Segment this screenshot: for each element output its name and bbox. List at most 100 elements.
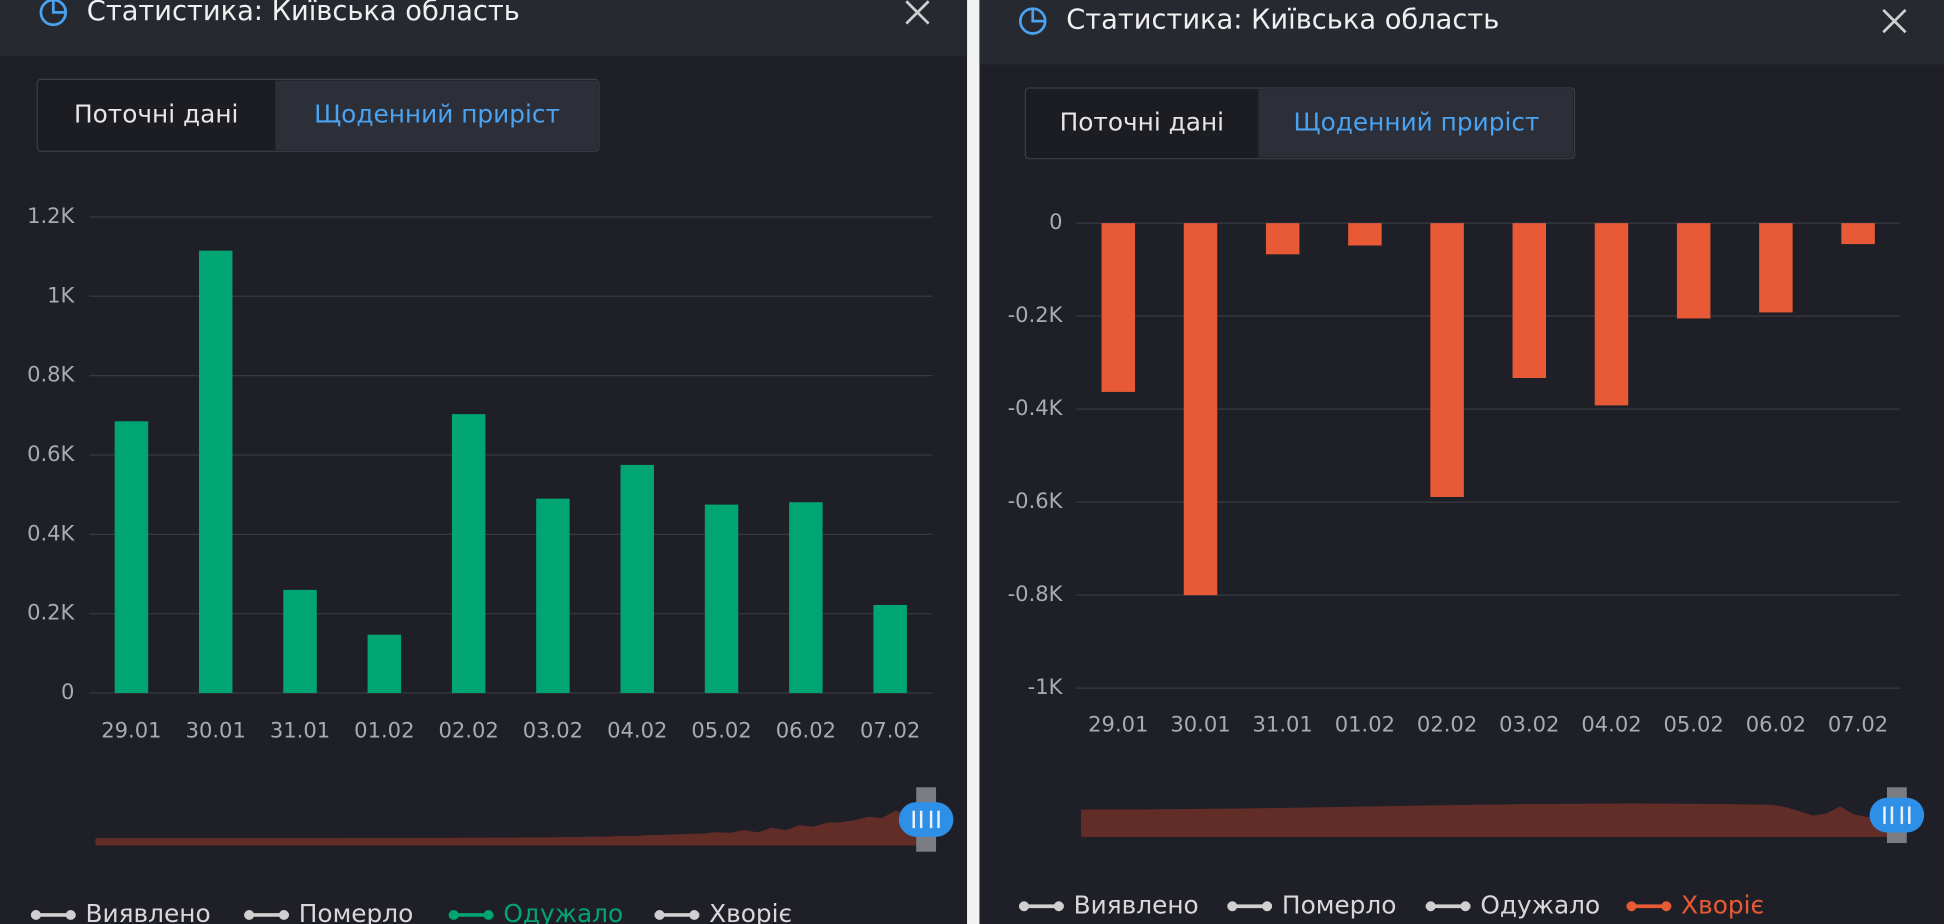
minimap-area bbox=[95, 803, 924, 846]
tab[interactable]: Щоденний приріст bbox=[314, 99, 560, 128]
bar bbox=[1183, 223, 1218, 596]
minimap-handle-grip bbox=[912, 810, 940, 829]
x-tick-label: 04.02 bbox=[1581, 711, 1641, 736]
x-tick-label: 01.02 bbox=[354, 717, 414, 742]
x-tick-label: 05.02 bbox=[1664, 711, 1724, 736]
minimap-area bbox=[1081, 803, 1895, 837]
minimap-handle[interactable] bbox=[1869, 797, 1925, 833]
close-button[interactable] bbox=[905, 0, 930, 25]
bar bbox=[1101, 223, 1136, 392]
bar bbox=[1676, 223, 1711, 319]
tab-active-bg bbox=[1258, 89, 1574, 158]
bar bbox=[873, 604, 907, 694]
bar bbox=[1594, 223, 1629, 406]
x-tick-label: 02.02 bbox=[1417, 711, 1477, 736]
bar bbox=[1265, 223, 1300, 255]
close-button[interactable] bbox=[1882, 8, 1907, 34]
legend-dot bbox=[1626, 901, 1637, 912]
bar bbox=[789, 502, 823, 694]
bar bbox=[1841, 223, 1875, 245]
y-tick-label: 0 bbox=[61, 679, 74, 704]
separator bbox=[967, 0, 980, 924]
tab[interactable]: Поточні дані bbox=[1060, 107, 1224, 136]
x-tick-label: 03.02 bbox=[523, 717, 583, 742]
x-tick-label: 30.01 bbox=[186, 717, 246, 742]
legend-dot bbox=[1460, 901, 1471, 912]
tab[interactable]: Щоденний приріст bbox=[1294, 107, 1540, 136]
x-tick-label: 01.02 bbox=[1335, 711, 1395, 736]
legend-item[interactable]: Виявлено bbox=[1074, 890, 1199, 919]
legend-item[interactable]: Одужало bbox=[1480, 890, 1600, 919]
stats-icon-slice bbox=[51, 0, 66, 14]
x-tick-label: 07.02 bbox=[860, 717, 920, 742]
legend-dot bbox=[30, 909, 41, 920]
bar bbox=[114, 421, 149, 694]
x-tick-label: 29.01 bbox=[1088, 711, 1148, 736]
legend-dot bbox=[65, 909, 76, 920]
y-tick-label: 0 bbox=[1049, 209, 1062, 234]
tab-active-bg bbox=[275, 80, 598, 151]
bar bbox=[451, 414, 486, 694]
bar bbox=[704, 504, 739, 694]
bar bbox=[1430, 223, 1464, 497]
y-tick-label: 1K bbox=[47, 282, 75, 307]
y-tick-label: 0.4K bbox=[27, 520, 75, 545]
panel-title: Статистика: Київська область bbox=[87, 0, 520, 27]
legend-dot bbox=[483, 909, 494, 920]
legend-item[interactable]: Одужало bbox=[503, 899, 623, 924]
legend-item[interactable]: Померло bbox=[1282, 890, 1396, 919]
bar bbox=[1348, 223, 1382, 246]
x-tick-label: 07.02 bbox=[1828, 711, 1888, 736]
x-tick-label: 06.02 bbox=[776, 717, 836, 742]
bar bbox=[536, 498, 570, 694]
legend-item[interactable]: Хворіє bbox=[709, 899, 792, 924]
legend-dot bbox=[1019, 901, 1030, 912]
bar bbox=[620, 464, 654, 694]
y-tick-label: -0.6K bbox=[1008, 488, 1064, 513]
legend-dot bbox=[654, 909, 665, 920]
x-tick-label: 02.02 bbox=[438, 717, 498, 742]
legend-dot bbox=[1262, 901, 1273, 912]
x-tick-label: 06.02 bbox=[1746, 711, 1806, 736]
x-tick-label: 31.01 bbox=[1253, 711, 1313, 736]
bar bbox=[1512, 223, 1547, 378]
stats-icon-slice bbox=[1031, 8, 1046, 23]
y-tick-label: 0.2K bbox=[27, 600, 75, 625]
legend-dot bbox=[278, 909, 289, 920]
legend-dot bbox=[1227, 901, 1238, 912]
bar bbox=[283, 589, 317, 694]
minimap-handle-grip bbox=[1883, 806, 1911, 824]
legend-dot bbox=[689, 909, 700, 920]
tab[interactable]: Поточні дані bbox=[74, 99, 238, 128]
y-tick-label: 0.8K bbox=[27, 362, 75, 387]
bar bbox=[1759, 223, 1793, 313]
y-tick-label: 1.2K bbox=[27, 203, 75, 228]
y-tick-label: -1K bbox=[1028, 674, 1064, 699]
minimap-handle[interactable] bbox=[898, 802, 954, 837]
legend-dot bbox=[448, 909, 459, 920]
x-tick-label: 04.02 bbox=[607, 717, 667, 742]
panel-title: Статистика: Київська область bbox=[1066, 5, 1499, 36]
legend-dot bbox=[1425, 901, 1436, 912]
x-tick-label: 30.01 bbox=[1170, 711, 1230, 736]
legend-dot bbox=[1661, 901, 1672, 912]
y-tick-label: 0.6K bbox=[27, 441, 75, 466]
legend-dot bbox=[244, 909, 255, 920]
panel-header bbox=[0, 0, 968, 56]
x-tick-label: 05.02 bbox=[691, 717, 751, 742]
panel-header bbox=[979, 0, 1944, 65]
x-tick-label: 31.01 bbox=[270, 717, 330, 742]
x-tick-label: 03.02 bbox=[1499, 711, 1559, 736]
legend-dot bbox=[1053, 901, 1064, 912]
y-tick-label: -0.2K bbox=[1008, 302, 1064, 327]
legend-item[interactable]: Хворіє bbox=[1681, 890, 1764, 919]
legend-item[interactable]: Померло bbox=[299, 899, 413, 924]
legend-item[interactable]: Виявлено bbox=[86, 899, 211, 924]
y-tick-label: -0.4K bbox=[1008, 395, 1064, 420]
y-tick-label: -0.8K bbox=[1008, 581, 1064, 606]
bar bbox=[198, 250, 233, 694]
bar bbox=[367, 634, 402, 694]
x-tick-label: 29.01 bbox=[101, 717, 161, 742]
